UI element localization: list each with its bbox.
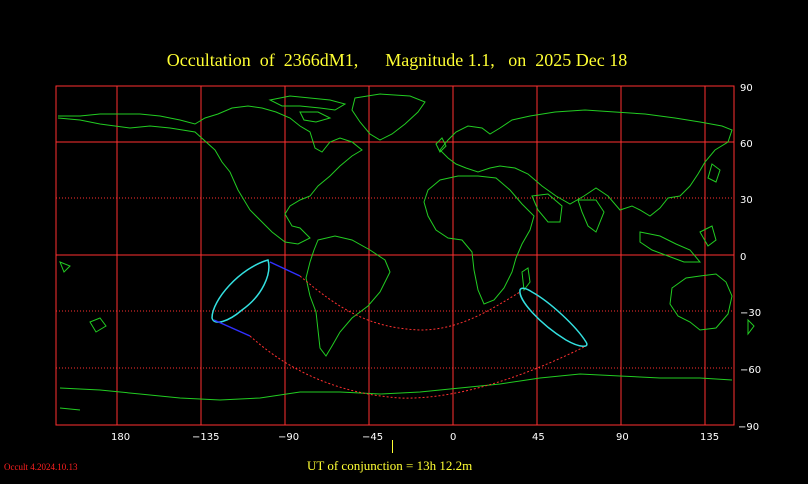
chart-title: Occultation of 2366dM1, Magnitude 1.1, o… [166,50,628,70]
lat-tick-label: 90 [740,83,753,94]
lat-tick-label: −90 [738,422,759,433]
path-curve-west [211,259,270,323]
shadow-edge-south [213,319,251,337]
lat-tick-label: −60 [740,365,761,376]
lon-tick-label: 180 [111,432,130,443]
lat-tick-label: 60 [740,139,753,150]
lat-tick-labels: 90 60 30 0 −30 −60 −90 [738,83,761,433]
grid-lines [56,86,734,425]
lat-tick-label: −30 [740,308,761,319]
version-label: Occult 4.2024.10.13 [4,462,78,472]
lat-tick-label: 0 [740,252,746,263]
lon-tick-label: 90 [616,432,629,443]
lon-tick-label: 45 [532,432,545,443]
path-curve-east [519,287,588,347]
limit-lines [249,275,587,399]
grid-lines-dotted [56,197,734,369]
lon-tick-label: 0 [450,432,456,443]
ut-conjunction-label: UT of conjunction = 13h 12.2m [307,458,473,473]
lon-tick-labels: 180 −135 −90 −45 0 45 90 135 [111,432,719,443]
conjunction-marker [392,440,393,453]
shadow-edge-north [269,261,301,277]
lon-tick-label: −135 [192,432,219,443]
lat-tick-label: 30 [740,195,753,206]
lon-tick-label: −45 [362,432,383,443]
lon-tick-label: 135 [700,432,719,443]
lon-tick-label: −90 [278,432,299,443]
occultation-path [211,259,588,347]
coastlines [57,93,755,411]
